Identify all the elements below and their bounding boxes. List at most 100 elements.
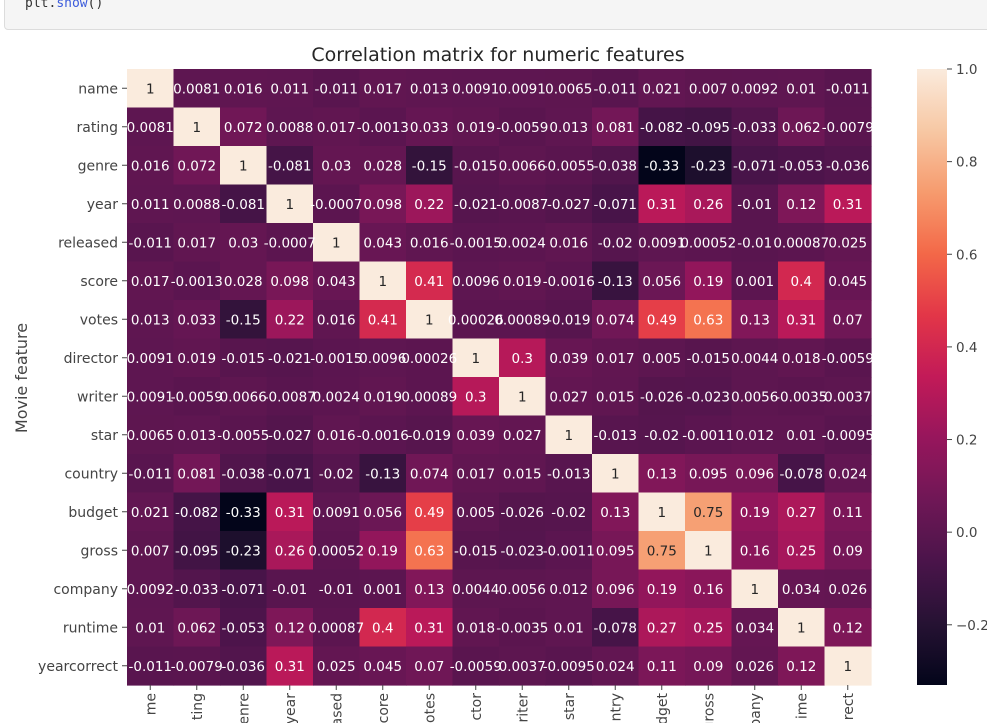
heatmap-cell: [452, 261, 500, 301]
cell-annotation: 0.011: [131, 197, 170, 213]
cell-annotation: 0.01: [786, 81, 816, 97]
cell-annotation: 0.096: [735, 466, 774, 482]
heatmap-cell: [592, 377, 640, 417]
heatmap-cell: [592, 107, 640, 147]
cell-annotation: -0.015: [686, 351, 730, 367]
cell-annotation: -0.026: [640, 389, 684, 405]
cell-annotation: -0.0016: [357, 428, 409, 444]
heatmap-cell: [406, 146, 454, 186]
cell-annotation: 0.03: [321, 158, 351, 174]
heatmap-cell: [778, 146, 826, 186]
cell-annotation: 0.013: [549, 120, 588, 136]
heatmap-cell: [685, 146, 733, 186]
heatmap-cell: [592, 184, 640, 224]
cell-annotation: 0.75: [647, 543, 677, 559]
cell-annotation: -0.23: [691, 158, 726, 174]
cell-annotation: 0.016: [317, 312, 356, 328]
heatmap-cell: [824, 261, 872, 301]
heatmap-cell: [359, 69, 407, 109]
heatmap-cell: [173, 531, 221, 571]
heatmap-cell: [499, 531, 547, 571]
heatmap-cell: [220, 69, 268, 109]
heatmap-cell: [173, 454, 221, 494]
heatmap-cell: [499, 608, 547, 648]
cell-annotation: -0.0095: [822, 428, 874, 444]
cell-annotation: 0.019: [456, 120, 495, 136]
heatmap-cell: [731, 300, 779, 340]
heatmap-cell: [359, 608, 407, 648]
x-tick-label: gross: [701, 693, 717, 723]
cell-annotation: 1: [518, 389, 527, 405]
cell-annotation: 0.00089: [401, 389, 457, 405]
cell-annotation: 0.01: [135, 620, 165, 636]
cell-annotation: -0.0059: [822, 351, 874, 367]
cell-annotation: 0.0066: [220, 389, 267, 405]
heatmap-cell: [313, 454, 361, 494]
cell-annotation: 0.024: [828, 466, 867, 482]
cell-annotation: 0.19: [647, 582, 677, 598]
cell-annotation: 0.11: [833, 505, 863, 521]
heatmap-cell: [545, 69, 593, 109]
code-dot: .: [48, 0, 57, 11]
x-tick-label: me: [143, 693, 159, 715]
heatmap-cell: [127, 261, 175, 301]
cell-annotation: 0.0096: [359, 351, 406, 367]
cell-annotation: 1: [239, 158, 248, 174]
heatmap-cell: [452, 338, 500, 378]
cell-annotation: 0.021: [131, 505, 170, 521]
heatmap-cell: [173, 184, 221, 224]
code-method: show: [56, 0, 88, 11]
heatmap-cell: [220, 223, 268, 263]
colorbar-tick-label: 0.0: [956, 525, 977, 541]
cell-annotation: 0.12: [786, 197, 816, 213]
y-tick-labels: name rating genre year released score votes dir…: [38, 81, 127, 675]
heatmap-cell: [406, 415, 454, 455]
cell-annotation: -0.027: [547, 197, 591, 213]
heatmap-cell: [778, 107, 826, 147]
heatmap-cell: [685, 223, 733, 263]
heatmap-cell: [592, 69, 640, 109]
heatmap-cell: [127, 415, 175, 455]
heatmap-cell: [452, 454, 500, 494]
heatmap-cell: [778, 261, 826, 301]
cell-annotation: 0.0092: [127, 582, 174, 598]
x-tick-label: ctor: [469, 693, 485, 721]
cell-annotation: 0.00052: [308, 543, 364, 559]
x-tick-label: ntry: [608, 693, 624, 721]
heatmap-cell: [824, 146, 872, 186]
cell-annotation: 0.63: [414, 543, 444, 559]
heatmap-cell: [313, 223, 361, 263]
heatmap-cell: [313, 300, 361, 340]
cell-annotation: -0.0035: [775, 389, 827, 405]
x-tick-label: riter: [515, 693, 531, 723]
heatmap-cell: [173, 338, 221, 378]
cell-annotation: 0.027: [503, 428, 542, 444]
heatmap-cell: [685, 531, 733, 571]
heatmap-cell: [824, 338, 872, 378]
y-tick-label: score: [80, 274, 118, 290]
heatmap-cell: [731, 184, 779, 224]
heatmap-cell: [638, 69, 686, 109]
heatmap-cell: [359, 300, 407, 340]
cell-annotation: -0.13: [365, 466, 400, 482]
cell-annotation: 0.31: [275, 505, 305, 521]
cell-annotation: 0.056: [363, 505, 402, 521]
y-tick-label: budget: [68, 505, 118, 521]
heatmap-cell: [592, 454, 640, 494]
heatmap-cell: [499, 69, 547, 109]
code-cell[interactable]: plt.show(): [4, 0, 987, 30]
heatmap-cell: [731, 69, 779, 109]
cell-annotation: 0.13: [740, 312, 770, 328]
heatmap-cell: [778, 69, 826, 109]
cell-annotation: 0.0096: [452, 274, 499, 290]
heatmap-cell: [778, 415, 826, 455]
cell-annotation: 0.016: [224, 81, 263, 97]
cell-annotation: 0.043: [317, 274, 356, 290]
heatmap-cell: [638, 608, 686, 648]
cell-annotation: 0.081: [596, 120, 635, 136]
cell-annotation: 0.0081: [127, 120, 174, 136]
cell-annotation: 0.062: [782, 120, 821, 136]
cell-annotation: -0.01: [737, 235, 772, 251]
heatmap-cell: [452, 377, 500, 417]
cell-annotation: 0.095: [596, 543, 635, 559]
